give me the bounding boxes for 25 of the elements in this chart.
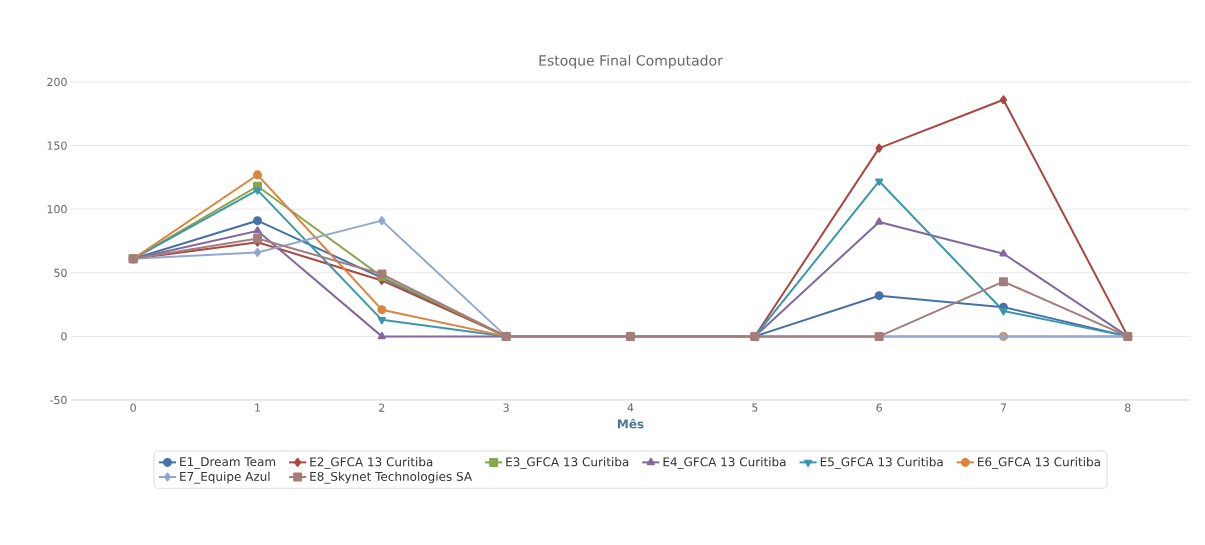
legend-label: E2_GFCA 13 Curitiba [310, 457, 433, 470]
y-tick-label: 50 [54, 268, 67, 277]
y-tick-label: -50 [50, 395, 67, 405]
legend-label: E1_Dream Team [180, 457, 276, 469]
x-tick-label: 0 [130, 403, 136, 412]
legend-label: E6_GFCA 13 Curitiba [978, 457, 1100, 470]
x-tick-label: 4 [627, 403, 634, 412]
x-tick-label: 3 [503, 403, 509, 412]
y-tick-label: 200 [47, 77, 67, 87]
x-tick-label: 1 [255, 403, 260, 412]
x-tick-label: 2 [379, 403, 385, 412]
legend-label: E4_GFCA 13 Curitiba [663, 457, 786, 470]
y-tick-label: 100 [47, 205, 67, 214]
legend-label: E7_Equipe Azul [180, 471, 270, 484]
legend-label: E3_GFCA 13 Curitiba [506, 457, 629, 470]
x-axis-title: Mês [617, 418, 644, 429]
x-tick-label: 7 [1000, 403, 1007, 412]
x-tick-label: 8 [1125, 403, 1131, 412]
x-tick-label: 6 [876, 403, 882, 412]
x-tick-label: 5 [752, 403, 758, 412]
y-tick-label: 150 [47, 141, 67, 150]
chart-title: Estoque Final Computador [539, 54, 723, 69]
legend-label: E5_GFCA 13 Curitiba [820, 457, 943, 470]
y-tick-label: 0 [61, 332, 67, 341]
legend-label: E8_Skynet Technologies SA [310, 471, 472, 484]
